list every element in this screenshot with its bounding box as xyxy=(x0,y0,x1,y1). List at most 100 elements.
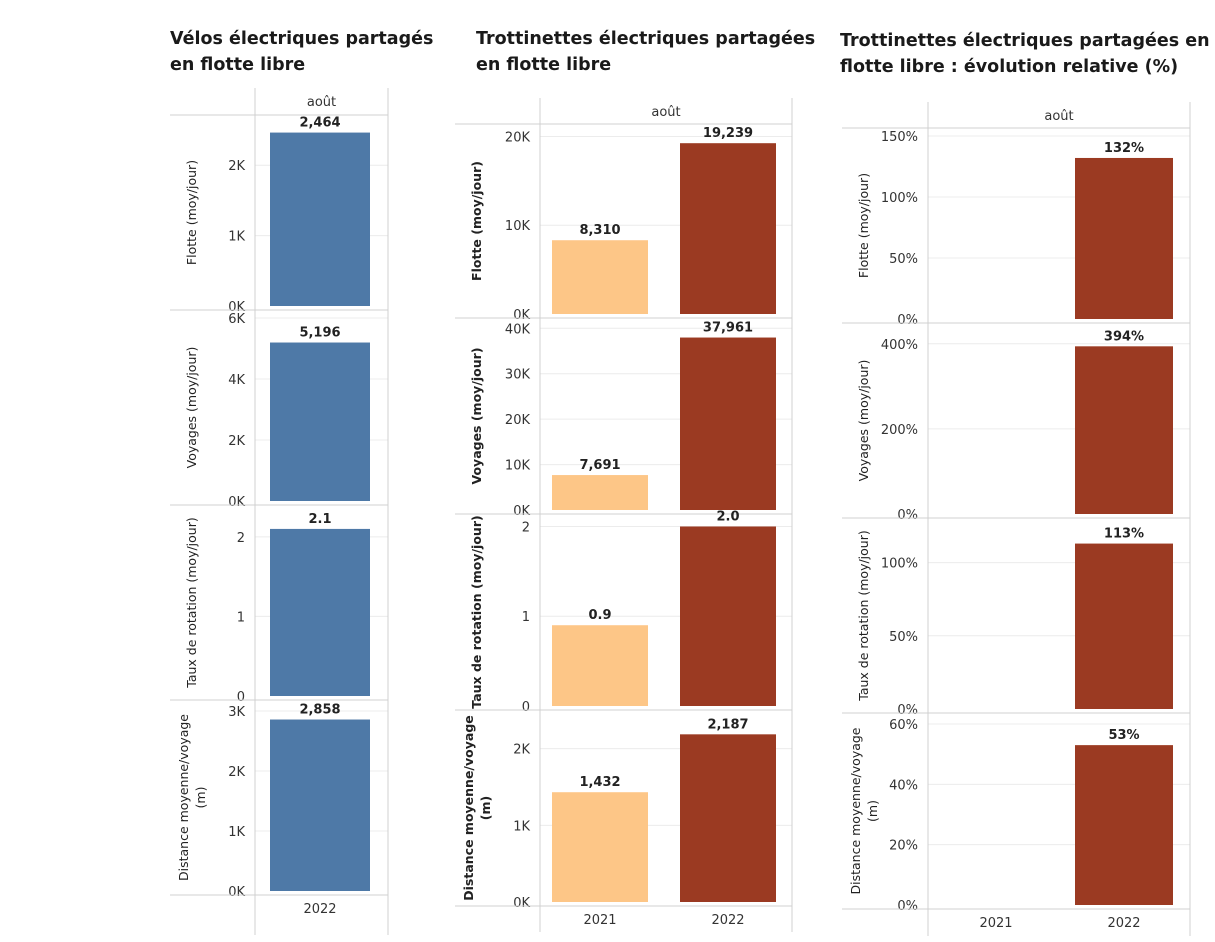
chart1-panel2-data-label-2022: 5,196 xyxy=(299,326,340,341)
chart2-panel3-data-label-2021: 0.9 xyxy=(588,608,611,623)
chart2-panel4-row-label: Distance moyenne/voyage (m) xyxy=(461,715,493,900)
chart1-panel1-bar-2022 xyxy=(270,132,370,306)
chart2-panel1-tick-label: 10K xyxy=(505,219,531,234)
chart3-panel1-data-label-2022: 132% xyxy=(1104,141,1144,156)
chart1-panel2-bar-2022 xyxy=(270,342,370,501)
chart1-panel4-data-label-2022: 2,858 xyxy=(299,703,340,718)
chart2-panel2-tick-label: 40K xyxy=(505,322,531,337)
chart3-panel2-tick-label: 200% xyxy=(881,423,918,438)
chart3-panel3-bar-2022 xyxy=(1075,543,1173,709)
chart1-panel1-row-label: Flotte (moy/jour) xyxy=(184,160,199,265)
chart1-panel1-tick-label: 2K xyxy=(228,159,245,174)
chart3-panel1-row-label: Flotte (moy/jour) xyxy=(856,173,871,278)
chart1-category-label: 2022 xyxy=(303,902,336,917)
chart2-panel2-bar-2021 xyxy=(552,475,648,510)
chart2-panel3-bar-2021 xyxy=(552,625,648,706)
chart2-panel1-data-label-2022: 19,239 xyxy=(703,126,753,141)
chart3-panel3-row-label-line: Taux de rotation (moy/jour) xyxy=(856,530,871,701)
chart3-panel1-tick-label: 100% xyxy=(881,191,918,206)
chart3-panel2-tick-label: 0% xyxy=(897,508,918,523)
chart3-panel4-tick-label: 20% xyxy=(889,839,918,854)
chart1-panel2-row-label: Voyages (moy/jour) xyxy=(184,347,199,469)
chart1-panel1-tick-label: 1K xyxy=(228,230,245,245)
chart2-panel4-bar-2021 xyxy=(552,792,648,902)
chart3-panel4-row-label: Distance moyenne/voyage (m) xyxy=(848,727,880,894)
chart2-panel3-row-label-line: Taux de rotation (moy/jour) xyxy=(469,515,484,708)
chart3-category-label: 2022 xyxy=(1107,916,1140,931)
chart1-panel3-tick-label: 0 xyxy=(237,690,245,705)
chart3-panel2-data-label-2022: 394% xyxy=(1104,329,1144,344)
chart1-panel2-tick-label: 4K xyxy=(228,373,245,388)
chart2-panel4-row-label-line: (m) xyxy=(478,796,493,820)
chart3-panel4-tick-label: 0% xyxy=(897,899,918,914)
chart1-panel4-tick-label: 2K xyxy=(228,765,245,780)
chart2-panel4-tick-label: 1K xyxy=(513,819,530,834)
chart2-panel2-tick-label: 20K xyxy=(505,413,531,428)
chart1-panel1-row-label-line: Flotte (moy/jour) xyxy=(184,160,199,265)
chart1-panel3-data-label-2022: 2.1 xyxy=(308,512,331,527)
chart2-panel3-tick-label: 1 xyxy=(522,610,530,625)
chart3-category-label: 2021 xyxy=(979,916,1012,931)
chart3-panel2-row-label-line: Voyages (moy/jour) xyxy=(856,360,871,482)
chart2-panel4-row-label-line: Distance moyenne/voyage xyxy=(461,715,476,900)
chart1-panel2-tick-label: 0K xyxy=(228,495,245,510)
chart3-panel1-tick-label: 150% xyxy=(881,130,918,145)
chart1-panel4-bar-2022 xyxy=(270,719,370,891)
chart3-panel2-row-label: Voyages (moy/jour) xyxy=(856,360,871,482)
chart3-panel2-tick-label: 400% xyxy=(881,338,918,353)
chart1-panel1-data-label-2022: 2,464 xyxy=(299,116,340,131)
chart3-panel4-row-label-line: Distance moyenne/voyage xyxy=(848,727,863,894)
chart3-panel4-row-label-line: (m) xyxy=(865,800,880,822)
chart2-panel2-row-label: Voyages (moy/jour) xyxy=(469,347,484,484)
chart2-panel1-bar-2021 xyxy=(552,240,648,314)
chart2-panel4-bar-2022 xyxy=(680,734,776,902)
chart3-panel3-tick-label: 0% xyxy=(897,703,918,718)
chart2-category-label: 2021 xyxy=(583,913,616,928)
chart2-panel4-data-label-2022: 2,187 xyxy=(707,717,748,732)
chart3-panel4-tick-label: 40% xyxy=(889,778,918,793)
chart2-panel2-tick-label: 0K xyxy=(513,504,530,519)
chart3-panel2-bar-2022 xyxy=(1075,346,1173,514)
chart1-panel1-tick-label: 0K xyxy=(228,300,245,315)
chart3-column-header: août xyxy=(1044,109,1073,124)
chart2-panel3-bar-2022 xyxy=(680,526,776,706)
chart3-panel3-tick-label: 100% xyxy=(881,557,918,572)
chart3-panel3-tick-label: 50% xyxy=(889,630,918,645)
chart2-panel1-bar-2022 xyxy=(680,143,776,314)
chart1-column-header: août xyxy=(307,95,336,110)
chart1-panel4-tick-label: 1K xyxy=(228,825,245,840)
chart2-panel3-tick-label: 2 xyxy=(522,520,530,535)
chart3-panel4-data-label-2022: 53% xyxy=(1108,728,1139,743)
chart3-panel1-row-label-line: Flotte (moy/jour) xyxy=(856,173,871,278)
chart1-panel4-row-label-line: Distance moyenne/voyage xyxy=(176,714,191,881)
chart2-panel4-tick-label: 2K xyxy=(513,743,530,758)
chart-title-velos: Vélos électriques partagés en flotte lib… xyxy=(170,29,434,75)
chart-title-evolution: Trottinettes électriques partagées en fl… xyxy=(840,31,1210,77)
chart2-panel1-row-label: Flotte (moy/jour) xyxy=(469,161,484,281)
chart2-panel1-tick-label: 0K xyxy=(513,308,530,323)
chart2-panel3-tick-label: 0 xyxy=(522,700,530,715)
chart2-panel2-data-label-2021: 7,691 xyxy=(579,458,620,473)
chart1-panel3-row-label: Taux de rotation (moy/jour) xyxy=(184,517,199,688)
chart2-panel1-row-label-line: Flotte (moy/jour) xyxy=(469,161,484,281)
chart3-panel1-tick-label: 0% xyxy=(897,313,918,328)
chart1-panel2-tick-label: 2K xyxy=(228,434,245,449)
chart1-panel4-tick-label: 0K xyxy=(228,885,245,900)
chart2-panel2-row-label-line: Voyages (moy/jour) xyxy=(469,347,484,484)
chart1-panel2-tick-label: 6K xyxy=(228,312,245,327)
chart2-panel1-tick-label: 20K xyxy=(505,130,531,145)
chart2-panel3-row-label: Taux de rotation (moy/jour) xyxy=(469,515,484,708)
chart3-panel1-bar-2022 xyxy=(1075,157,1173,319)
chart2-category-label: 2022 xyxy=(711,913,744,928)
chart3-panel4-tick-label: 60% xyxy=(889,718,918,733)
chart-title-trottinettes: Trottinettes électriques partagées en fl… xyxy=(476,29,816,75)
chart2-panel2-tick-label: 30K xyxy=(505,368,531,383)
chart2-panel4-data-label-2021: 1,432 xyxy=(579,775,620,790)
chart2-panel4-tick-label: 0K xyxy=(513,896,530,911)
chart1-panel4-row-label: Distance moyenne/voyage (m) xyxy=(176,714,208,881)
chart3-panel1-tick-label: 50% xyxy=(889,252,918,267)
chart1-panel4-tick-label: 3K xyxy=(228,705,245,720)
chart2-panel2-tick-label: 10K xyxy=(505,459,531,474)
chart2-panel1-data-label-2021: 8,310 xyxy=(579,223,620,238)
